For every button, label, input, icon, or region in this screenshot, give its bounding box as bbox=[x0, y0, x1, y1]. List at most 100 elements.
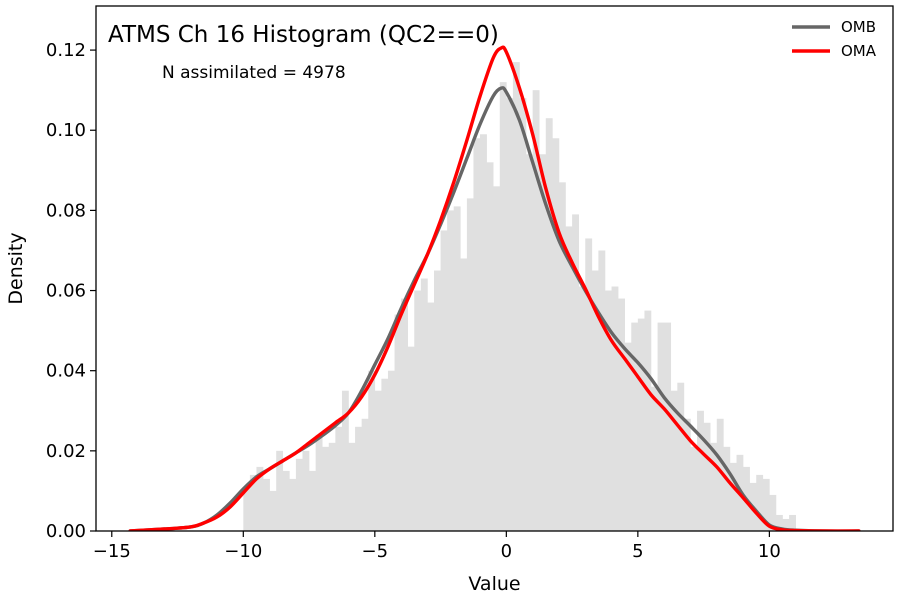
histogram-bar bbox=[657, 322, 665, 531]
histogram-bar bbox=[315, 434, 323, 531]
y-tick-label: 0.04 bbox=[46, 361, 86, 382]
histogram-bar bbox=[775, 514, 783, 531]
histogram-bar bbox=[480, 134, 487, 532]
histogram-bar bbox=[624, 342, 632, 531]
y-tick-label: 0.06 bbox=[46, 281, 86, 302]
x-axis-ticks: −15 −10 −5 0 5 10 bbox=[93, 531, 781, 562]
histogram-bar bbox=[361, 418, 369, 531]
histogram-bar bbox=[256, 466, 264, 531]
histogram-bar bbox=[414, 290, 422, 531]
histogram-bar bbox=[729, 462, 737, 531]
histogram-bar bbox=[486, 162, 494, 532]
x-tick-label: −10 bbox=[224, 541, 262, 562]
histogram-bars bbox=[243, 62, 796, 532]
histogram-bar bbox=[762, 478, 770, 531]
legend-label: OMA bbox=[841, 42, 877, 60]
histogram-bar bbox=[276, 450, 284, 531]
histogram-bar bbox=[335, 426, 343, 531]
histogram-bar bbox=[519, 98, 527, 532]
histogram-bar bbox=[341, 390, 349, 531]
histogram-bar bbox=[637, 318, 645, 531]
chart-title: ATMS Ch 16 Histogram (QC2==0) bbox=[108, 22, 499, 48]
histogram-bar bbox=[309, 470, 316, 531]
histogram-bar bbox=[631, 322, 639, 531]
histogram-bar bbox=[664, 322, 672, 531]
histogram-bar bbox=[644, 310, 652, 531]
histogram-bar bbox=[578, 286, 586, 531]
histogram-bar bbox=[348, 442, 356, 531]
histogram-bar bbox=[558, 182, 566, 531]
histogram-bar bbox=[447, 210, 455, 531]
histogram-bar bbox=[670, 390, 678, 531]
histogram-bar bbox=[368, 370, 376, 531]
density-lines bbox=[128, 45, 861, 531]
histogram-bar bbox=[598, 250, 606, 531]
histogram-bar bbox=[545, 118, 553, 532]
x-axis-label: Value bbox=[468, 573, 520, 595]
y-tick-label: 0.12 bbox=[46, 40, 86, 61]
x-tick-label: 5 bbox=[632, 541, 643, 562]
x-tick-label: 0 bbox=[501, 541, 512, 562]
histogram-bar bbox=[716, 418, 724, 531]
n-assimilated-annotation: N assimilated = 4978 bbox=[162, 63, 346, 83]
histogram-bar bbox=[604, 290, 612, 531]
histogram-bar bbox=[552, 138, 560, 531]
histogram-bar bbox=[703, 422, 711, 531]
histogram-bar bbox=[499, 82, 507, 532]
histogram-bar bbox=[723, 446, 731, 531]
plot-area-frame bbox=[95, 5, 894, 532]
histogram-bar bbox=[374, 390, 382, 531]
histogram-bar bbox=[611, 286, 619, 531]
histogram-bar bbox=[710, 442, 718, 531]
histogram-bar bbox=[512, 62, 520, 532]
histogram-bar bbox=[282, 470, 290, 531]
histogram-bar bbox=[269, 490, 277, 531]
histogram-bar bbox=[690, 446, 698, 531]
histogram-bar bbox=[263, 478, 270, 531]
histogram-bar bbox=[243, 486, 251, 531]
x-tick-label: 10 bbox=[758, 541, 781, 562]
y-tick-label: 0.02 bbox=[46, 441, 86, 462]
histogram-bar bbox=[302, 450, 310, 531]
x-tick-label: −5 bbox=[362, 541, 389, 562]
histogram-bar bbox=[756, 474, 764, 531]
histogram-bar bbox=[591, 270, 599, 531]
histogram-bar bbox=[683, 418, 691, 531]
x-tick-label: −15 bbox=[93, 541, 131, 562]
histogram-bar bbox=[585, 238, 593, 531]
histogram-bar bbox=[532, 90, 540, 531]
histogram-bar bbox=[651, 386, 658, 531]
histogram-bar bbox=[782, 518, 790, 531]
histogram-bar bbox=[249, 474, 257, 531]
histogram-bar bbox=[453, 206, 461, 531]
y-tick-label: 0.00 bbox=[46, 521, 86, 542]
histogram-bar bbox=[355, 426, 362, 531]
histogram-bar bbox=[789, 514, 796, 531]
histogram-bar bbox=[440, 230, 448, 531]
histogram-bar bbox=[394, 314, 402, 531]
legend: OMB OMA bbox=[792, 18, 877, 60]
histogram-bar bbox=[493, 186, 501, 531]
histogram-bar bbox=[466, 198, 474, 531]
legend-item-omb: OMB bbox=[792, 18, 876, 36]
histogram-bar bbox=[677, 382, 685, 531]
histogram-bar bbox=[506, 98, 514, 532]
histogram-bar bbox=[381, 378, 389, 531]
histogram-bar bbox=[295, 458, 303, 531]
y-tick-label: 0.10 bbox=[46, 120, 86, 141]
histogram-bar bbox=[322, 446, 330, 531]
histogram-bar bbox=[387, 370, 395, 531]
histogram-bar bbox=[427, 302, 435, 531]
histogram-bar bbox=[289, 478, 297, 531]
histogram-bar bbox=[407, 346, 415, 531]
histogram-bar bbox=[434, 270, 441, 531]
histogram-bar bbox=[572, 214, 579, 531]
y-tick-label: 0.08 bbox=[46, 200, 86, 221]
histogram-bar bbox=[473, 138, 481, 531]
histogram-bar bbox=[697, 410, 704, 531]
series-line-oma bbox=[128, 45, 861, 531]
legend-label: OMB bbox=[841, 18, 876, 36]
legend-item-oma: OMA bbox=[792, 42, 877, 60]
histogram-bar bbox=[565, 226, 573, 532]
